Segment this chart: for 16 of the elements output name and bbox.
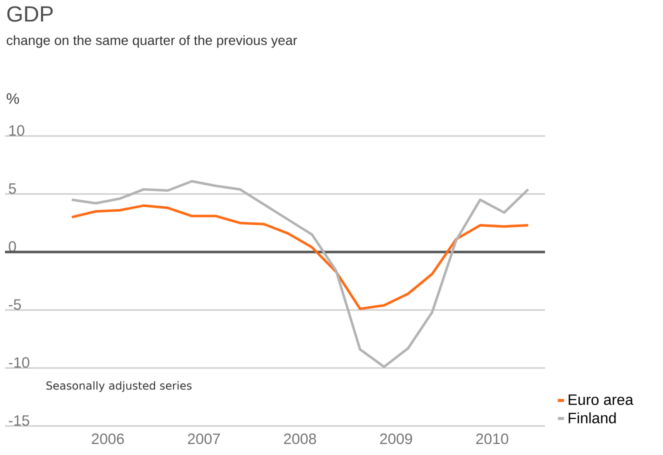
annotation: Seasonally adjusted series [46, 381, 192, 392]
chart-subtitle: change on the same quarter of the previous year [6, 35, 298, 48]
chart-title: GDP [7, 6, 53, 22]
x-tick-label: 2007 [188, 434, 220, 444]
x-tick-label: 2006 [92, 434, 124, 444]
legend-label: Euro area [568, 394, 634, 405]
y-tick-label: -10 [8, 357, 30, 368]
y-tick-label: -15 [8, 415, 30, 426]
y-tick-label: 5 [8, 183, 16, 194]
x-tick-label: 2009 [380, 434, 412, 444]
y-axis-title: % [6, 93, 20, 104]
legend-label: Finland [568, 412, 616, 424]
x-tick-label: 2008 [284, 434, 316, 444]
y-tick-label: 10 [9, 125, 24, 136]
y-tick-label: -5 [8, 299, 21, 310]
x-tick-label: 2010 [476, 434, 508, 444]
